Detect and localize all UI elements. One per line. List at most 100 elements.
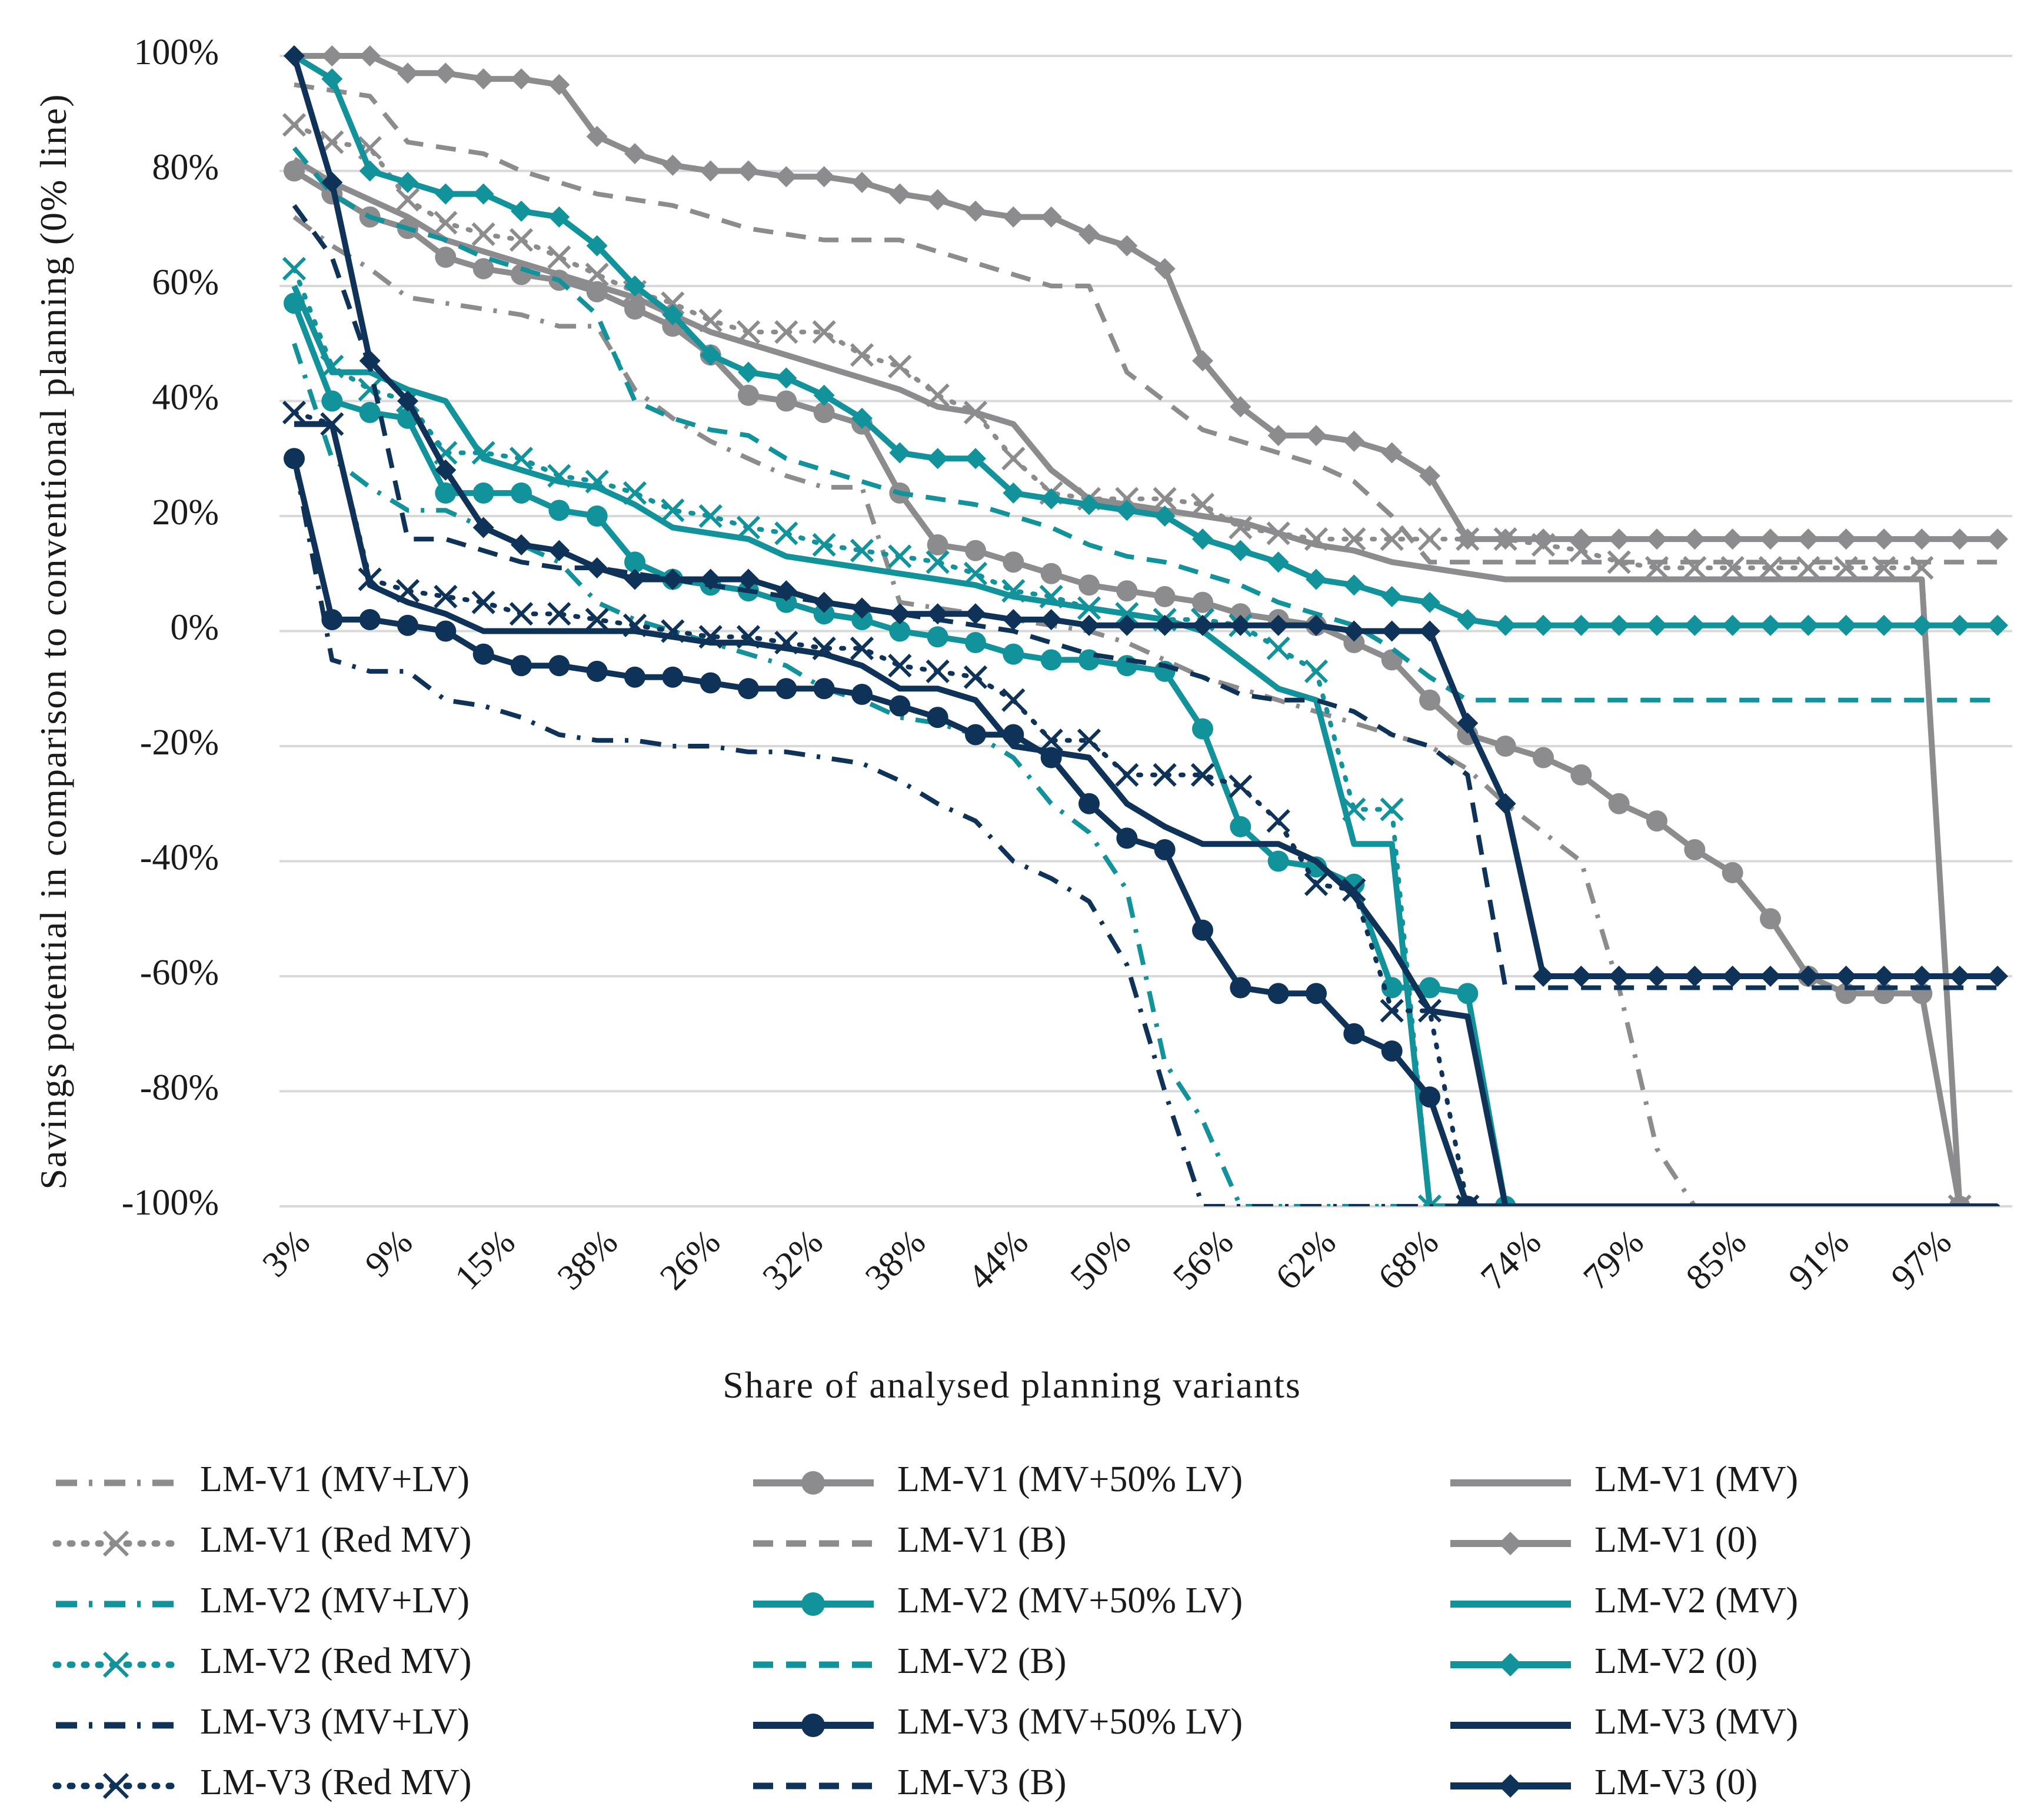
series-lm-v2-red-mv-marker — [1417, 1194, 1442, 1206]
series-lm-v1-red-mv-marker — [1229, 515, 1253, 540]
x-tick-label: 15% — [447, 1222, 522, 1298]
legend-item-lm-v1-0: LM-V1 (0) — [1450, 1520, 1757, 1560]
series-lm-v3-mv-50-lv-marker — [1154, 839, 1176, 860]
series-lm-v1-0-marker — [1230, 396, 1251, 418]
series-lm-v3-mv-50-lv-marker — [662, 666, 684, 688]
series-lm-v3-red-mv-marker — [395, 578, 420, 603]
series-lm-v1-mv-50-lv-marker — [1608, 793, 1630, 814]
series-lm-v2-red-mv-marker — [1266, 636, 1290, 660]
legend-label: LM-V3 (B) — [897, 1762, 1067, 1802]
series-lm-v2-0-marker — [359, 160, 381, 182]
series-lm-v2-0-marker — [700, 344, 721, 366]
series-lm-v1-mv-50-lv-marker — [1722, 862, 1743, 884]
legend-item-lm-v3-red-mv: LM-V3 (Red MV) — [52, 1762, 472, 1802]
series-lm-v2-b-line — [292, 146, 1998, 703]
legend-item-lm-v1-mv-lv: LM-V1 (MV+LV) — [56, 1459, 470, 1499]
series-lm-v1-red-mv-marker — [395, 188, 420, 212]
series-lm-v3-0-marker — [586, 557, 608, 578]
series-lm-v2-0-marker — [1684, 614, 1706, 636]
series-lm-v3-red-mv-marker — [963, 665, 988, 689]
series-lm-v3-0-marker — [1911, 966, 1933, 987]
series-lm-v1-red-mv-marker — [774, 320, 798, 344]
x-tick-label: 32% — [755, 1222, 830, 1298]
series-lm-v2-0-marker — [1078, 494, 1100, 515]
series-lm-v3-red-mv-marker — [1456, 1194, 1480, 1206]
y-tick-label: -100% — [122, 1183, 219, 1223]
legend-marker — [801, 1714, 825, 1737]
series-lm-v1-0-marker — [1381, 442, 1403, 464]
series-lm-v3-0-marker — [927, 603, 948, 625]
series-lm-v2-mv-50-lv-marker — [1230, 816, 1251, 837]
legend-item-lm-v1-b: LM-V1 (B) — [753, 1520, 1067, 1560]
series-lm-v1-mv-50-lv-marker — [927, 534, 948, 555]
series-lm-v3-0-marker — [1533, 966, 1554, 987]
series-lm-v1-0-marker — [624, 143, 645, 165]
series-lm-v2-0-marker — [1192, 528, 1213, 550]
legend-label: LM-V1 (B) — [897, 1520, 1067, 1560]
x-tick-label: 3% — [255, 1222, 318, 1285]
series-lm-v2-red-mv-marker — [850, 538, 874, 563]
series-lm-v2-red-mv-marker — [585, 470, 609, 494]
legend-item-lm-v2-b: LM-V2 (B) — [753, 1641, 1067, 1681]
series-lm-v3-red-mv-marker — [661, 619, 685, 643]
y-tick-labels: 100% 80% 60% 40% 20% 0% -20% -40% -60% -80% -100% — [122, 32, 219, 1223]
series-lm-v2-0-marker — [1230, 540, 1251, 561]
series-lm-v3-red-mv-marker — [509, 602, 534, 626]
series-lm-v1-0-marker — [1760, 528, 1781, 550]
series-lm-v1-red-mv-marker — [888, 354, 912, 378]
series-lm-v3-mv-50-lv-marker — [1230, 977, 1251, 999]
legend-label: LM-V2 (B) — [897, 1641, 1067, 1681]
series-lm-v3-red-mv-marker — [282, 400, 307, 425]
series-lm-v1-0-marker — [927, 189, 948, 211]
series-lm-v3-red-mv-marker — [358, 567, 382, 591]
legend-item-lm-v2-mv-50-lv: LM-V2 (MV+50% LV) — [753, 1581, 1243, 1621]
series-lm-v1-0-marker — [738, 160, 759, 182]
series-lm-v2-0-marker — [321, 68, 343, 90]
legend-label: LM-V1 (0) — [1594, 1520, 1757, 1560]
series-lm-v3-mv-50-lv-marker — [511, 655, 532, 677]
series-lm-v2-mv-50-lv-marker — [1192, 718, 1213, 740]
series-lm-v2-0-marker — [1911, 614, 1933, 636]
y-tick-label: -80% — [140, 1068, 219, 1108]
legend-label: LM-V3 (Red MV) — [200, 1762, 472, 1802]
series-lm-v3-mv — [294, 421, 1998, 1206]
series-lm-v3-0-marker — [1306, 614, 1327, 636]
series-lm-v1-b — [294, 82, 1998, 565]
legend-item-lm-v3-0: LM-V3 (0) — [1450, 1762, 1757, 1802]
series-lm-v2-0-marker — [851, 407, 873, 429]
series-lm-v2-0-marker — [1494, 614, 1516, 636]
series-lm-v3-b — [292, 204, 1998, 990]
series-lm-v3-mv-50-lv-marker — [1192, 919, 1213, 941]
series-lm-v2-mv-50-lv-marker — [472, 482, 494, 504]
x-tick-label: 79% — [1576, 1222, 1651, 1298]
legend-item-lm-v1-mv-50-lv: LM-V1 (MV+50% LV) — [753, 1459, 1243, 1499]
x-tick-label: 44% — [960, 1222, 1036, 1298]
series-lm-v3-red-mv-marker — [320, 412, 344, 436]
series-lm-v2-mv-50-lv-marker — [965, 632, 986, 654]
series-lm-v1-red-mv-marker — [509, 228, 534, 252]
series-lm-v1-mv-50-lv-marker — [1684, 839, 1706, 860]
series-lm-v1-0-marker — [1987, 528, 2008, 550]
series-lm-v3-red-mv — [282, 400, 2000, 1206]
series-lm-v3-mv-lv-line — [292, 458, 1998, 1206]
series-lm-v3-red-mv-marker — [1077, 728, 1101, 753]
series-lm-v3-b-line — [292, 204, 1998, 990]
series-lm-v2-0-marker — [1835, 614, 1857, 636]
series-lm-v3-red-mv-marker — [1342, 878, 1366, 902]
series-lm-v2-mv-50-lv-marker — [586, 505, 608, 527]
series-lm-v2-red-mv-marker — [888, 544, 912, 568]
series-lm-v1-red-mv-marker — [963, 400, 988, 425]
legend-marker — [1499, 1653, 1522, 1676]
legend-item-lm-v3-mv-50-lv: LM-V3 (MV+50% LV) — [753, 1702, 1243, 1742]
series-lm-v2-mv-lv-line — [292, 342, 1998, 1206]
series-lm-v1-mv-50-lv-marker — [965, 540, 986, 561]
legend-label: LM-V3 (0) — [1594, 1762, 1757, 1802]
series-lm-v3-red-mv-marker — [585, 607, 609, 632]
series-lm-v1-0-marker — [1154, 258, 1176, 280]
series-lm-v2-red-mv-marker — [1342, 797, 1366, 821]
series-lm-v1-mv-50-lv-marker — [1419, 689, 1440, 711]
series-lm-v3-0-marker — [1570, 966, 1592, 987]
series-lm-v2-0-marker — [1154, 505, 1176, 527]
series-lm-v1-0 — [284, 45, 2008, 550]
series-lm-v3-0-marker — [1040, 608, 1062, 630]
